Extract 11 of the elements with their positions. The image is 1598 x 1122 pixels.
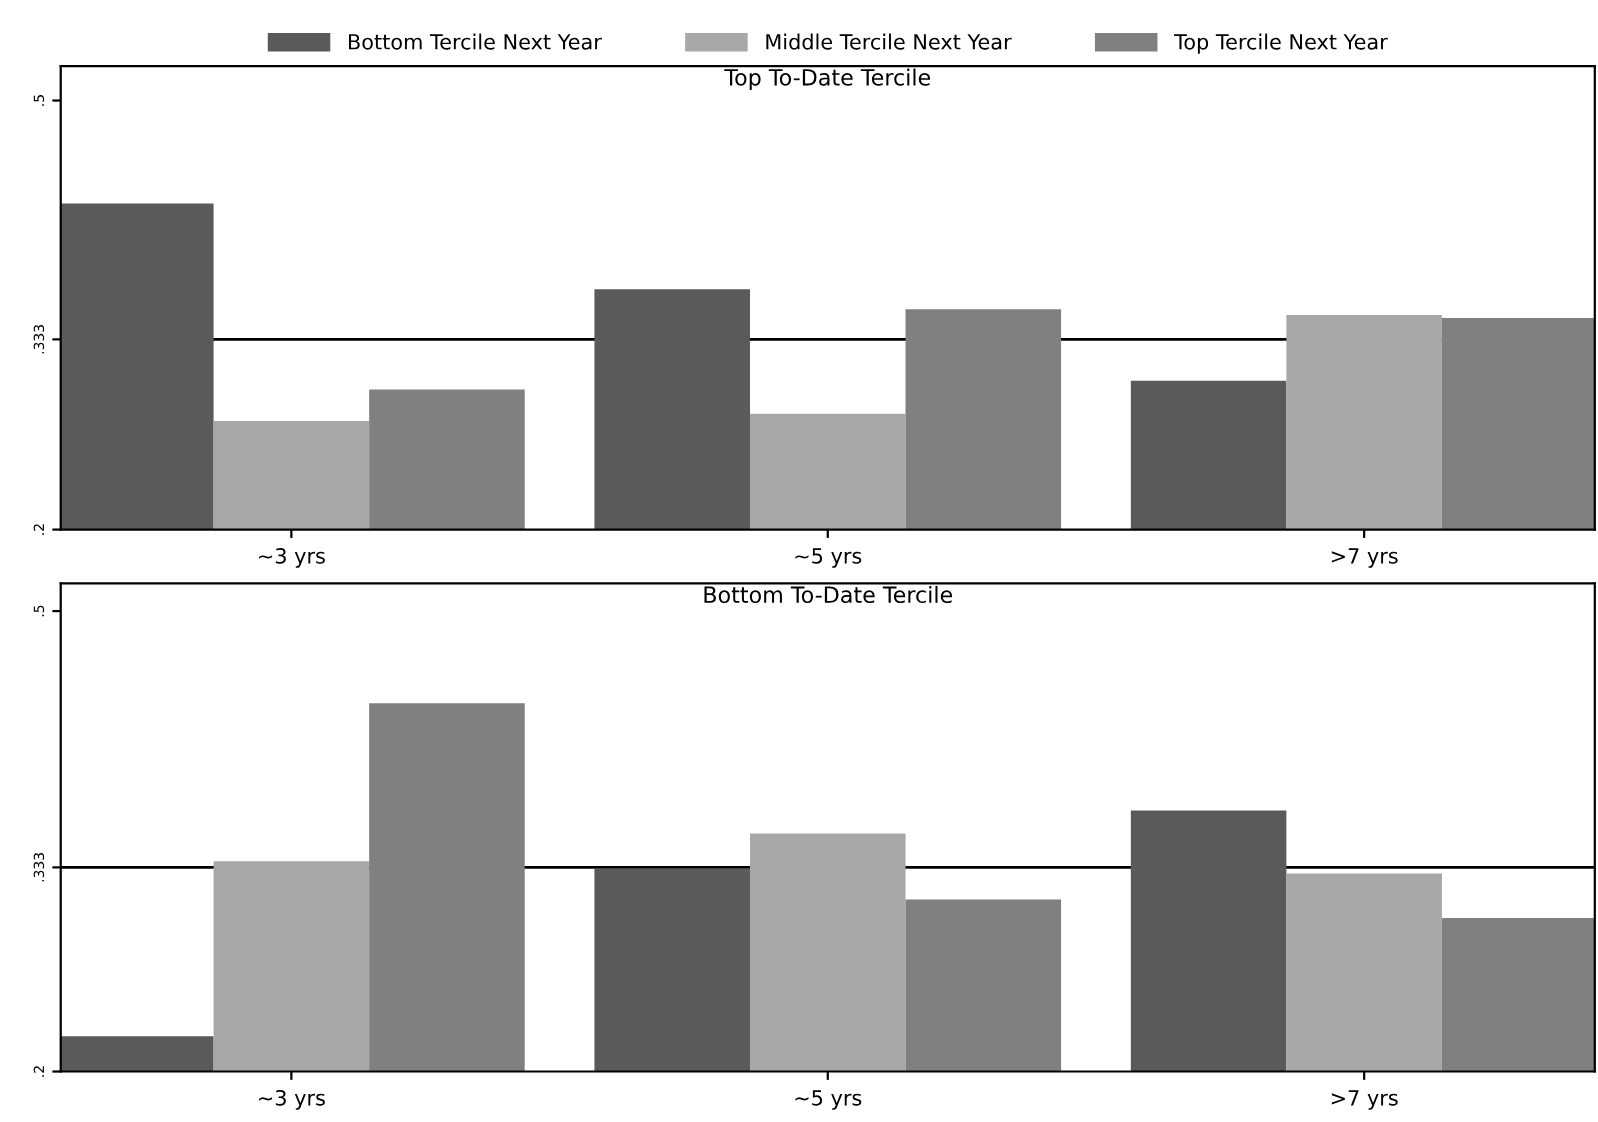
legend-label: Top Tercile Next Year [1174, 33, 1388, 54]
x-tick-label: >7 yrs [1331, 548, 1398, 568]
x-tick-label: ~3 yrs [259, 548, 325, 568]
x-tick-label: ~3 yrs [259, 1089, 325, 1110]
x-tick-label: >7 yrs [1331, 1090, 1398, 1110]
chart-title: Top To-Date Tercile [724, 68, 931, 91]
chart-title: Bottom To-Date Tercile [704, 585, 953, 604]
legend-label: Bottom Tercile Next Year [349, 33, 602, 50]
legend-label: Middle Tercile Next Year [766, 33, 1012, 50]
x-tick-label: ~5 yrs [795, 1090, 862, 1110]
x-tick-label: ~5 yrs [795, 548, 862, 568]
